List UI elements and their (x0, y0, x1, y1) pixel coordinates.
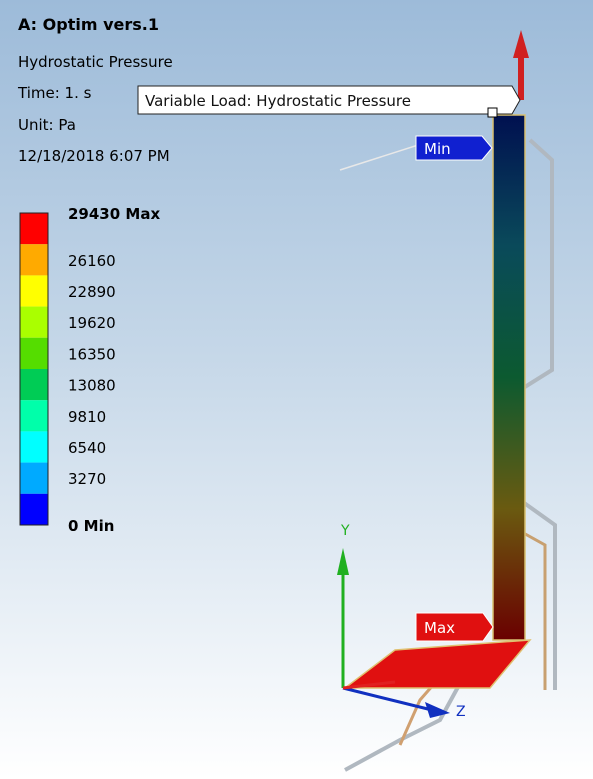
legend-swatch (20, 494, 48, 525)
legend-label: 0 Min (68, 517, 114, 535)
header-line: Hydrostatic Pressure (18, 53, 173, 71)
legend-swatch (20, 338, 48, 369)
legend-label: 19620 (68, 314, 116, 332)
max-label: Max (424, 619, 455, 637)
load-callout: Variable Load: Hydrostatic Pressure (138, 86, 520, 117)
y-axis-label: Y (340, 523, 350, 539)
header-title: A: Optim vers.1 (18, 15, 159, 34)
legend-swatch (20, 275, 48, 306)
min-callout: Min (416, 136, 492, 160)
legend-label: 9810 (68, 408, 106, 426)
legend-swatch (20, 244, 48, 275)
legend-label: 6540 (68, 439, 106, 457)
legend-swatch (20, 369, 48, 400)
legend-swatch (20, 213, 48, 244)
scene: 29430 Max 26160 22890 19620 16350 13080 9810 65… (0, 0, 593, 779)
max-callout: Max (416, 613, 493, 641)
header-line: 12/18/2018 6:07 PM (18, 147, 170, 165)
load-arrow (513, 30, 529, 100)
model (340, 115, 555, 770)
legend-swatch (20, 307, 48, 338)
legend-label: 13080 (68, 377, 116, 395)
load-label: Variable Load: Hydrostatic Pressure (145, 92, 411, 110)
legend-swatch (20, 400, 48, 431)
legend-label: 26160 (68, 252, 116, 270)
legend-label: 16350 (68, 345, 116, 363)
min-label: Min (424, 140, 451, 158)
legend-label: 3270 (68, 470, 106, 488)
legend-swatches: 29430 Max 26160 22890 19620 16350 13080 9810 65… (20, 205, 160, 535)
z-axis-label: Z (456, 704, 466, 720)
legend-label: 29430 Max (68, 205, 160, 223)
legend-label: 22890 (68, 283, 116, 301)
header-line: Unit: Pa (18, 116, 76, 134)
legend-swatch (20, 463, 48, 494)
viewport: 29430 Max 26160 22890 19620 16350 13080 9810 65… (0, 0, 593, 779)
header-line: Time: 1. s (17, 84, 92, 102)
legend-swatch (20, 431, 48, 462)
